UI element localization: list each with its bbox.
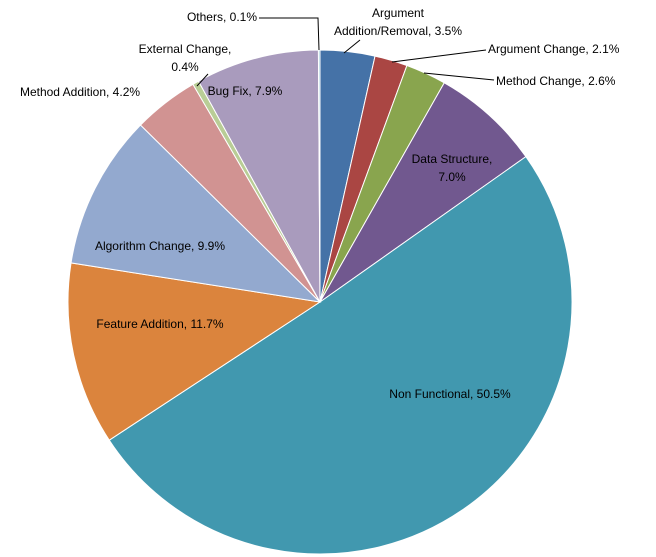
pie-slice [67,262,322,441]
pie-slice [317,49,321,303]
data-label: Algorithm Change, 9.9% [95,239,225,253]
data-label: Feature Addition, 11.7% [96,317,224,331]
leader-line [343,39,361,54]
leader-line [196,73,209,87]
data-label: External Change, 0.4% [139,42,232,74]
data-label: Argument Addition/Removal, 3.5% [334,6,462,38]
data-label: Method Addition, 4.2% [20,85,140,99]
data-label: Others, 0.1% [187,10,257,24]
data-label: Method Change, 2.6% [496,74,616,88]
leader-line [259,17,320,51]
data-label: Non Functional, 50.5% [389,387,511,401]
data-label: Data Structure, 7.0% [412,152,493,184]
pie-slice [108,155,573,555]
leader-line [391,49,487,63]
pie-slice [70,124,322,303]
data-label: Argument Change, 2.1% [488,42,620,56]
pie-slice [197,49,321,303]
data-label: Bug Fix, 7.9% [208,84,283,98]
leader-line [423,72,495,81]
pie-slice [319,82,527,303]
